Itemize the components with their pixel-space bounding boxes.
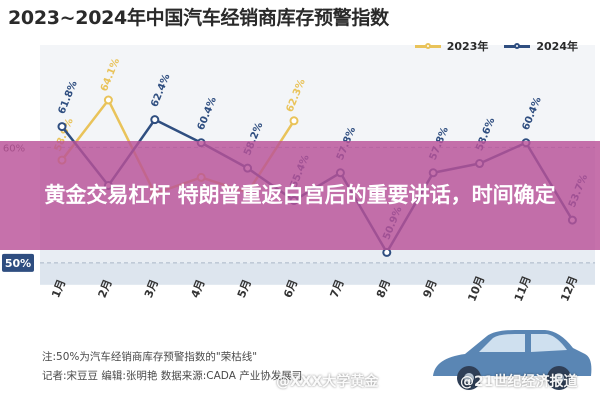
overlay-headline-text: 黄金交易杠杆 特朗普重返白宫后的重要讲话，时间确定	[44, 183, 556, 207]
watermark-left: @XXX大学黄金	[276, 374, 379, 390]
legend-swatch-2024	[504, 43, 531, 49]
reference-label-50: 50%	[5, 257, 31, 270]
data-point-2024年-3月	[150, 115, 160, 125]
headline-overlay[interactable]: 黄金交易杠杆 特朗普重返白宫后的重要讲话，时间确定	[0, 141, 600, 250]
legend-item-2023: 2023年	[414, 38, 489, 54]
x-tick-label: 2月	[96, 278, 115, 300]
x-tick-label: 4月	[188, 278, 207, 300]
x-tick-label: 6月	[281, 278, 300, 300]
x-tick-label: 3月	[142, 278, 161, 300]
band-upper	[40, 45, 595, 148]
chart-title: 2023~2024年中国汽车经销商库存预警指数	[8, 7, 389, 29]
car-illustration	[433, 330, 592, 390]
chart-notes: 注:50%为汽车经销商库存预警指数的"荣枯线" 记者:宋豆豆 编辑:张明艳 数据…	[42, 348, 302, 386]
x-tick-label: 7月	[328, 278, 347, 300]
legend-swatch-2023	[414, 43, 441, 49]
data-point-2023年-2月	[103, 95, 113, 105]
legend-label-2024: 2024年	[536, 40, 578, 53]
reference-label-bg-50	[2, 253, 34, 272]
band-lower	[40, 262, 595, 285]
data-point-2023年-6月	[289, 116, 299, 126]
x-tick-label: 9月	[420, 278, 439, 300]
chart-legend: 2023年 2024年	[399, 38, 578, 54]
note-line-2: 记者:宋豆豆 编辑:张明艳 数据来源:CADA 产业协发展司	[42, 370, 303, 382]
watermark-right: @21世纪经济报道	[460, 374, 578, 390]
x-tick-label: 1月	[49, 278, 68, 300]
legend-label-2023: 2023年	[446, 40, 489, 53]
x-tick-label: 8月	[374, 278, 393, 300]
legend-item-2024: 2024年	[504, 38, 578, 54]
note-line-1: 注:50%为汽车经销商库存预警指数的"荣枯线"	[42, 351, 258, 363]
x-tick-label: 5月	[235, 278, 254, 300]
data-point-2024年-1月	[57, 122, 67, 132]
